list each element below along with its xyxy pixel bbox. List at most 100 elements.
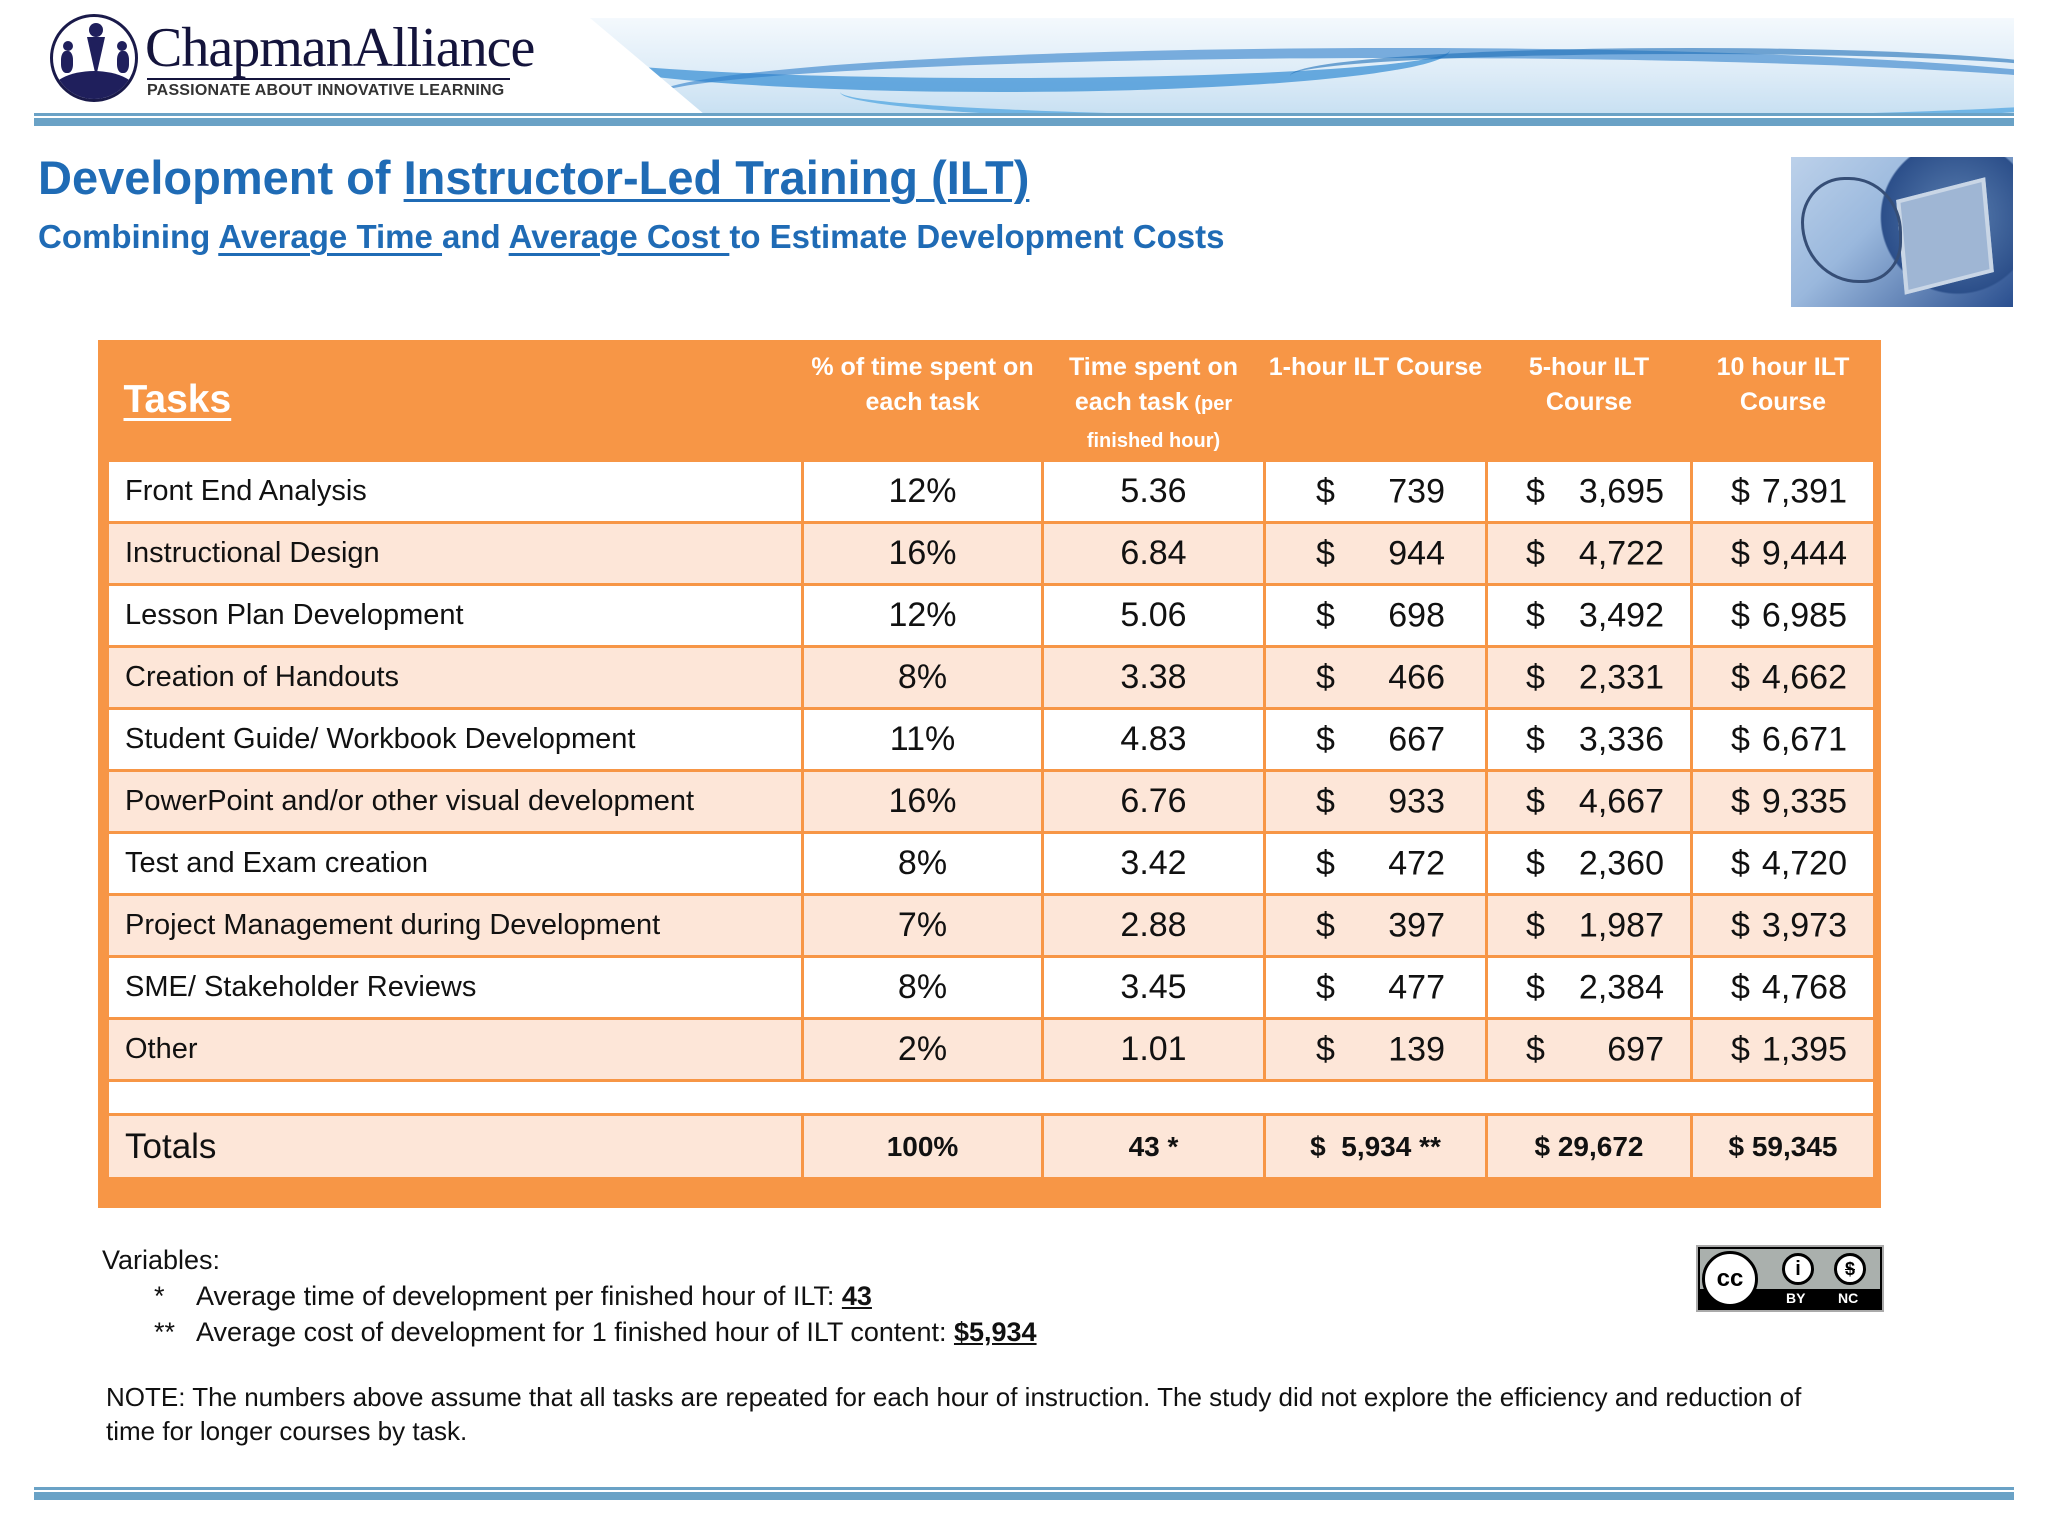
column-header-5hr: 5-hour ILT Course (1486, 340, 1692, 461)
time-cell: 6.84 (1041, 521, 1266, 586)
header-wave-banner (590, 18, 2014, 114)
cost-5hr-cell: $3,695 (1485, 459, 1693, 524)
task-name: Creation of Handouts (106, 645, 804, 710)
time-cell: 4.83 (1041, 707, 1266, 772)
pct-cell: 16% (801, 521, 1044, 586)
task-name: Student Guide/ Workbook Development (106, 707, 804, 772)
subtitle-average-time: Average Time (218, 218, 443, 255)
subtitle-part: Combining (38, 218, 219, 255)
logo-emblem-icon (50, 14, 138, 102)
cost-10hr-cell: $9,444 (1690, 521, 1876, 586)
time-cell: 3.38 (1041, 645, 1266, 710)
chapman-alliance-logo: ChapmanAlliance PASSIONATE ABOUT INNOVAT… (50, 14, 535, 106)
cost-1hr-cell: $139 (1263, 1017, 1488, 1082)
table-row: Student Guide/ Workbook Development 11% … (106, 707, 1876, 772)
cost-1hr-cell: $466 (1263, 645, 1488, 710)
table-row: Project Management during Development 7%… (106, 893, 1876, 958)
variables-section: Variables: * Average time of development … (102, 1242, 1037, 1347)
table-row: Lesson Plan Development 12% 5.06 $698 $3… (106, 583, 1876, 648)
spacer-cell (106, 1079, 1876, 1116)
cost-5hr-cell: $697 (1485, 1017, 1693, 1082)
pct-cell: 12% (801, 583, 1044, 648)
title-prefix: Development of (38, 151, 404, 204)
cost-10hr-cell: $4,720 (1690, 831, 1876, 896)
table-spacer-row (106, 1079, 1876, 1116)
pct-cell: 11% (801, 707, 1044, 772)
variables-heading: Variables: (102, 1245, 221, 1275)
logo-wordmark: ChapmanAlliance (145, 17, 535, 79)
task-name: Other (106, 1017, 804, 1082)
logo-tagline: PASSIONATE ABOUT INNOVATIVE LEARNING (147, 82, 505, 99)
cost-10hr-cell: $1,395 (1690, 1017, 1876, 1082)
laptop-network-photo (1791, 157, 2013, 307)
ilt-cost-table: Tasks % of time spent on each task Time … (98, 340, 1881, 1208)
column-header-time: Time spent on each task (per finished ho… (1042, 340, 1265, 461)
cost-1hr-cell: $933 (1263, 769, 1488, 834)
pct-cell: 12% (801, 459, 1044, 524)
totals-label: Totals (106, 1113, 804, 1180)
cost-1hr-cell: $397 (1263, 893, 1488, 958)
totals-1hr: $ 5,934 ** (1263, 1113, 1488, 1180)
totals-pct: 100% (801, 1113, 1044, 1180)
cost-10hr-cell: $4,662 (1690, 645, 1876, 710)
time-cell: 6.76 (1041, 769, 1266, 834)
cost-1hr-cell: $472 (1263, 831, 1488, 896)
time-cell: 5.36 (1041, 459, 1266, 524)
cost-10hr-cell: $7,391 (1690, 459, 1876, 524)
time-cell: 2.88 (1041, 893, 1266, 958)
column-header-10hr: 10 hour ILT Course (1691, 340, 1875, 461)
time-cell: 1.01 (1041, 1017, 1266, 1082)
cost-10hr-cell: $4,768 (1690, 955, 1876, 1020)
cost-5hr-cell: $2,384 (1485, 955, 1693, 1020)
title-underlined: Instructor-Led Training (ILT) (403, 151, 1030, 204)
cc-icon: cc (1702, 1251, 1758, 1307)
table-row: SME/ Stakeholder Reviews 8% 3.45 $477 $2… (106, 955, 1876, 1020)
task-name: Project Management during Development (106, 893, 804, 958)
logo-divider (147, 78, 510, 80)
cost-10hr-cell: $9,335 (1690, 769, 1876, 834)
totals-10hr: $ 59,345 (1690, 1113, 1876, 1180)
footer-rule-thin (34, 1487, 2014, 1490)
subtitle-part: and (442, 218, 509, 255)
cc-nc-label: NC (1838, 1290, 1859, 1306)
table-header-row: Tasks % of time spent on each task Time … (107, 340, 1875, 461)
cost-5hr-cell: $1,987 (1485, 893, 1693, 958)
noncommercial-icon: $ (1834, 1253, 1866, 1285)
cost-5hr-cell: $4,722 (1485, 521, 1693, 586)
table-row: Creation of Handouts 8% 3.38 $466 $2,331… (106, 645, 1876, 710)
column-header-pct: % of time spent on each task (802, 340, 1043, 461)
subtitle-part: to Estimate Development Costs (729, 218, 1225, 255)
column-header-tasks: Tasks (107, 340, 803, 461)
cost-5hr-cell: $3,336 (1485, 707, 1693, 772)
totals-5hr: $ 29,672 (1485, 1113, 1693, 1180)
assumption-note: NOTE: The numbers above assume that all … (106, 1382, 1802, 1446)
table-row: Other 2% 1.01 $139 $697 $1,395 (106, 1017, 1876, 1082)
time-cell: 3.42 (1041, 831, 1266, 896)
pct-cell: 7% (801, 893, 1044, 958)
variable-cost: ** Average cost of development for 1 fini… (154, 1317, 1037, 1347)
pct-cell: 8% (801, 831, 1044, 896)
variable-time: * Average time of development per finishe… (154, 1281, 872, 1311)
pct-cell: 8% (801, 955, 1044, 1020)
task-name: Instructional Design (106, 521, 804, 586)
task-name: PowerPoint and/or other visual developme… (106, 769, 804, 834)
table-row: PowerPoint and/or other visual developme… (106, 769, 1876, 834)
column-header-1hr: 1-hour ILT Course (1264, 340, 1487, 461)
creative-commons-by-nc-badge: cc i $ BY NC (1696, 1245, 1884, 1312)
time-cell: 5.06 (1041, 583, 1266, 648)
table-row: Front End Analysis 12% 5.36 $739 $3,695 … (106, 459, 1876, 524)
task-name: Front End Analysis (106, 459, 804, 524)
task-name: SME/ Stakeholder Reviews (106, 955, 804, 1020)
cost-1hr-cell: $667 (1263, 707, 1488, 772)
task-name: Lesson Plan Development (106, 583, 804, 648)
totals-time: 43 * (1041, 1113, 1266, 1180)
cost-5hr-cell: $3,492 (1485, 583, 1693, 648)
cc-by-label: BY (1786, 1290, 1806, 1306)
pct-cell: 2% (801, 1017, 1044, 1082)
cost-5hr-cell: $2,360 (1485, 831, 1693, 896)
cost-1hr-cell: $944 (1263, 521, 1488, 586)
cost-10hr-cell: $6,985 (1690, 583, 1876, 648)
cost-5hr-cell: $4,667 (1485, 769, 1693, 834)
page-title: Development of Instructor-Led Training (… (38, 150, 1029, 205)
table-row: Test and Exam creation 8% 3.42 $472 $2,3… (106, 831, 1876, 896)
